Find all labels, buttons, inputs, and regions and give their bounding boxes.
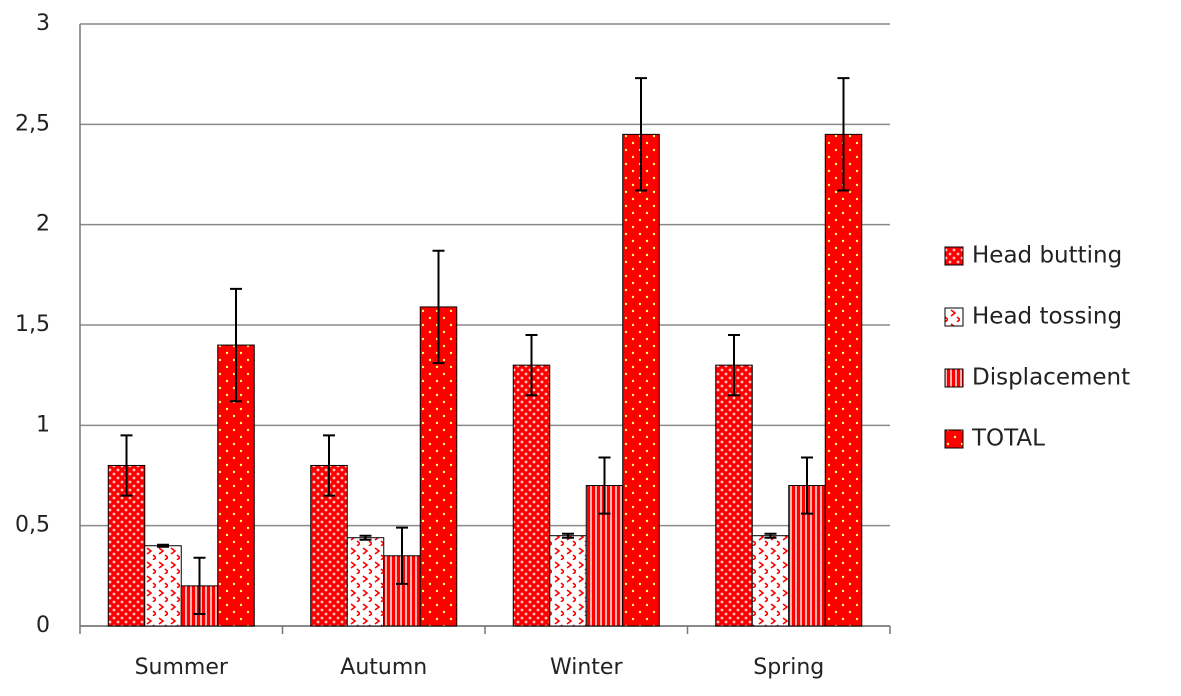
error-bar bbox=[359, 534, 372, 541]
bar bbox=[751, 535, 790, 627]
y-tick-label: 0,5 bbox=[15, 513, 50, 538]
bar bbox=[419, 306, 458, 627]
y-tick-label: 3 bbox=[36, 11, 50, 36]
bar bbox=[622, 133, 660, 627]
legend-swatch bbox=[944, 307, 964, 327]
error-bar bbox=[323, 434, 335, 497]
y-tick-label: 2,5 bbox=[15, 111, 50, 136]
x-tick-label: Summer bbox=[135, 655, 229, 680]
error-bar bbox=[120, 434, 133, 497]
error-bar bbox=[728, 334, 740, 397]
legend-swatch bbox=[944, 368, 964, 388]
legend-swatch bbox=[944, 246, 964, 266]
x-tick-label: Autumn bbox=[340, 655, 427, 680]
error-bar bbox=[801, 456, 813, 515]
y-tick-label: 1,5 bbox=[15, 312, 50, 337]
bar bbox=[512, 364, 551, 627]
y-tick-label: 2 bbox=[36, 212, 50, 237]
bar bbox=[824, 133, 863, 627]
legend-label: Displacement bbox=[972, 365, 1130, 391]
error-bar bbox=[396, 526, 408, 585]
y-tick-label: 1 bbox=[36, 412, 50, 437]
legend-label: Head butting bbox=[972, 243, 1122, 269]
error-bar bbox=[562, 532, 574, 539]
y-tick-label: 0 bbox=[36, 613, 50, 638]
legend-label: TOTAL bbox=[971, 426, 1045, 452]
x-tick-label: Winter bbox=[550, 655, 623, 680]
bar bbox=[715, 364, 753, 627]
error-bar bbox=[157, 543, 169, 548]
legend-swatch bbox=[944, 429, 964, 449]
bar bbox=[346, 537, 385, 627]
error-bar bbox=[525, 334, 538, 397]
bar bbox=[144, 545, 182, 627]
error-bar bbox=[432, 249, 445, 365]
legend-label: Head tossing bbox=[972, 304, 1122, 330]
error-bar bbox=[635, 77, 647, 192]
error-bar bbox=[230, 287, 242, 403]
x-tick-label: Spring bbox=[753, 655, 824, 680]
bar bbox=[549, 535, 587, 627]
error-bar bbox=[193, 556, 206, 615]
error-bar bbox=[837, 77, 850, 192]
error-bar bbox=[598, 456, 611, 515]
error-bar bbox=[764, 532, 777, 539]
